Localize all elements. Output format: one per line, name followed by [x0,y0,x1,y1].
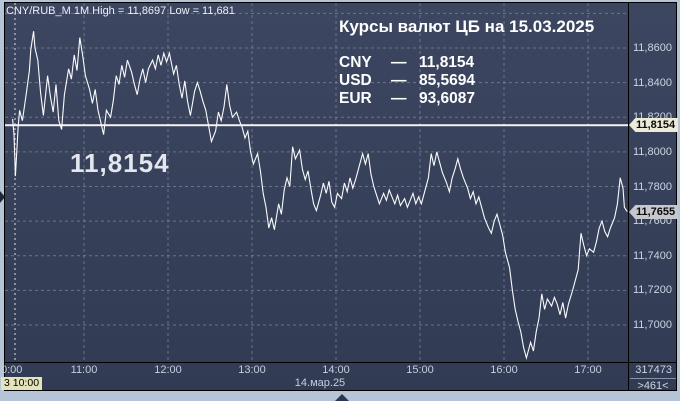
rate-dash: — [391,72,407,89]
session-start-tag: 3 10:00 [1,377,42,390]
cb-level-line [5,124,628,127]
price-tick-label: 11,7800 [633,180,672,193]
price-tick-label: 11,8600 [633,42,672,54]
rate-value: 11,8154 [419,54,475,71]
rate-value: 85,5694 [419,72,476,89]
level-price-tag: 11,8154 [629,118,678,132]
rate-dash: — [391,90,407,107]
message-counter: >461< [637,380,669,392]
time-tick-label: 14:00 [322,364,350,376]
time-tick-label: 12:00 [154,364,182,376]
footer-separator [630,378,676,379]
rate-dash: — [391,54,407,71]
last-price-tag: 11,7655 [629,205,678,219]
time-tick-label: 16:00 [490,364,518,376]
time-tick-label: 15:00 [406,364,434,376]
overlay-title: Курсы валют ЦБ на 15.03.2025 [339,17,595,36]
chart-instrument-header: CNY/RUB_M 1M High = 11,8697 Low = 11,681 [6,5,235,17]
time-tick-label: 0:00 [1,364,23,376]
date-label: 14.мар.25 [294,377,346,389]
price-line [12,31,628,361]
price-tick-label: 11,7000 [633,319,672,331]
time-tick-label: 11:00 [70,364,98,376]
rate-value: 93,6087 [419,90,476,107]
rate-code: CNY [339,54,372,71]
price-tick-label: 11,8000 [633,145,672,158]
rate-row-cny: CNY — 11,8154 [339,54,475,72]
level-watermark: 11,8154 [70,148,170,178]
price-tick-label: 11,7200 [633,284,672,297]
time-tick-label: 17:00 [574,364,602,376]
rate-row-eur: EUR — 93,6087 [339,90,475,108]
volume-counter: 317473 [635,364,672,376]
rate-row-usd: USD — 85,5694 [339,72,475,90]
price-tick-label: 11,8400 [633,76,672,89]
rate-code: EUR [339,90,372,107]
rate-code: USD [339,72,372,89]
left-edge-marker-icon [0,191,5,203]
time-tick-label: 13:00 [238,364,266,376]
cb-rates-block: CNY — 11,8154 USD — 85,5694 EUR — 93,6087 [339,54,475,108]
price-tick-label: 11,7400 [633,249,672,262]
scroll-up-triangle-icon[interactable] [335,394,349,401]
